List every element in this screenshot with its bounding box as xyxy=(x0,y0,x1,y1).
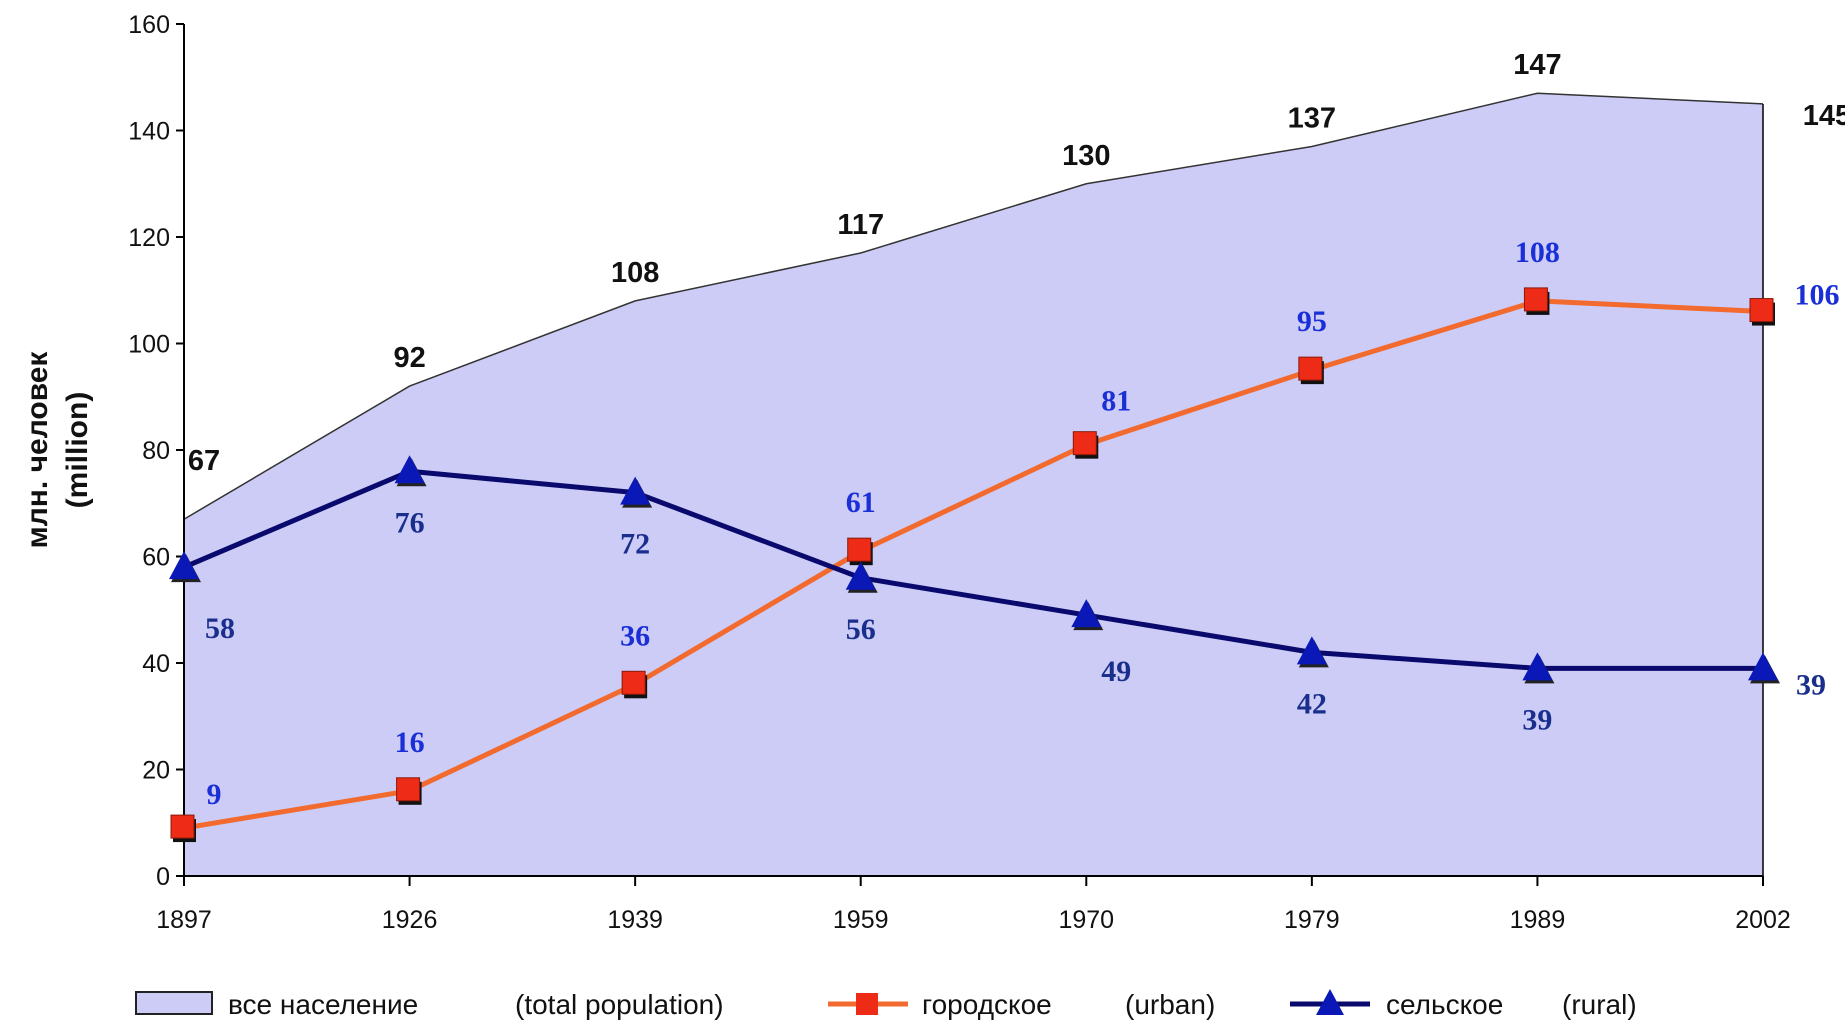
rural-marker xyxy=(1296,636,1327,665)
rural-data-label: 58 xyxy=(205,612,235,645)
rural-marker xyxy=(1071,599,1102,628)
urban-marker xyxy=(1749,298,1774,323)
urban-marker xyxy=(621,670,646,695)
y-axis-title: млн. человек (million) xyxy=(18,300,102,600)
legend-swatch-total xyxy=(135,991,213,1015)
y-axis-title-line2: (million) xyxy=(61,391,94,509)
x-tick-label: 1959 xyxy=(833,906,889,934)
rural-data-label: 39 xyxy=(1796,668,1826,701)
urban-data-label: 108 xyxy=(1515,236,1560,269)
x-tick-label: 1939 xyxy=(607,906,663,934)
total-population-line xyxy=(183,92,1764,520)
rural-marker xyxy=(620,476,651,505)
legend-marker-urban xyxy=(856,993,878,1015)
total-data-label: 117 xyxy=(837,209,884,241)
rural-data-label: 76 xyxy=(395,506,425,539)
rural-data-label: 39 xyxy=(1522,703,1552,736)
total-data-label: 137 xyxy=(1288,102,1336,134)
urban-marker xyxy=(1298,356,1323,381)
y-tick-label: 80 xyxy=(142,437,170,465)
urban-data-label: 36 xyxy=(620,619,650,652)
x-tick-label: 1926 xyxy=(382,906,438,934)
total-data-label: 92 xyxy=(393,342,425,374)
legend-label-urban-en: (urban) xyxy=(1125,989,1215,1020)
rural-data-label: 72 xyxy=(620,528,650,561)
urban-marker xyxy=(1072,431,1097,456)
urban-data-label: 95 xyxy=(1297,305,1327,338)
total-data-label: 67 xyxy=(188,445,220,477)
rural-marker xyxy=(1748,652,1778,681)
urban-marker xyxy=(170,814,195,839)
x-tick-label: 1970 xyxy=(1058,906,1114,934)
legend-label-rural-en: (rural) xyxy=(1562,989,1637,1020)
y-axis-title-line1: млн. человек xyxy=(21,351,54,549)
total-data-label: 145 xyxy=(1803,100,1845,132)
y-tick-label: 120 xyxy=(128,224,170,252)
y-tick-label: 40 xyxy=(142,650,170,678)
urban-marker xyxy=(847,537,872,562)
urban-data-label: 106 xyxy=(1795,279,1840,312)
rural-marker xyxy=(845,561,876,590)
urban-data-label: 16 xyxy=(395,726,425,759)
y-tick-label: 20 xyxy=(142,757,170,785)
urban-line xyxy=(183,298,1764,831)
total-data-label: 108 xyxy=(611,257,659,289)
legend-label-total: все население xyxy=(228,989,418,1020)
urban-marker xyxy=(1523,287,1548,312)
x-tick-label: 2002 xyxy=(1735,906,1791,934)
rural-marker xyxy=(1522,652,1553,681)
y-tick-label: 100 xyxy=(128,331,170,359)
x-tick-label: 1979 xyxy=(1284,906,1340,934)
rural-data-label: 49 xyxy=(1101,655,1131,688)
rural-data-label: 42 xyxy=(1297,687,1327,720)
legend-label-rural: сельское xyxy=(1386,989,1503,1020)
rural-marker xyxy=(394,455,425,484)
total-population-area xyxy=(184,93,1763,877)
x-tick-label: 1989 xyxy=(1510,906,1566,934)
urban-data-label: 9 xyxy=(207,778,222,811)
rural-marker xyxy=(169,551,199,580)
legend-marker-rural xyxy=(1316,989,1344,1015)
y-tick-label: 140 xyxy=(128,118,170,146)
total-data-label: 147 xyxy=(1513,49,1561,81)
rural-line xyxy=(183,468,1763,671)
urban-data-label: 61 xyxy=(846,486,876,519)
urban-marker xyxy=(396,777,421,802)
total-data-label: 130 xyxy=(1062,140,1110,172)
legend-label-total-en: (total population) xyxy=(515,989,724,1020)
y-tick-label: 60 xyxy=(142,544,170,572)
rural-data-label: 56 xyxy=(846,613,876,646)
y-tick-label: 160 xyxy=(128,11,170,39)
legend-label-urban: городское xyxy=(922,989,1052,1020)
urban-data-label: 81 xyxy=(1101,385,1131,418)
y-tick-label: 0 xyxy=(156,863,170,891)
x-tick-label: 1897 xyxy=(156,906,212,934)
